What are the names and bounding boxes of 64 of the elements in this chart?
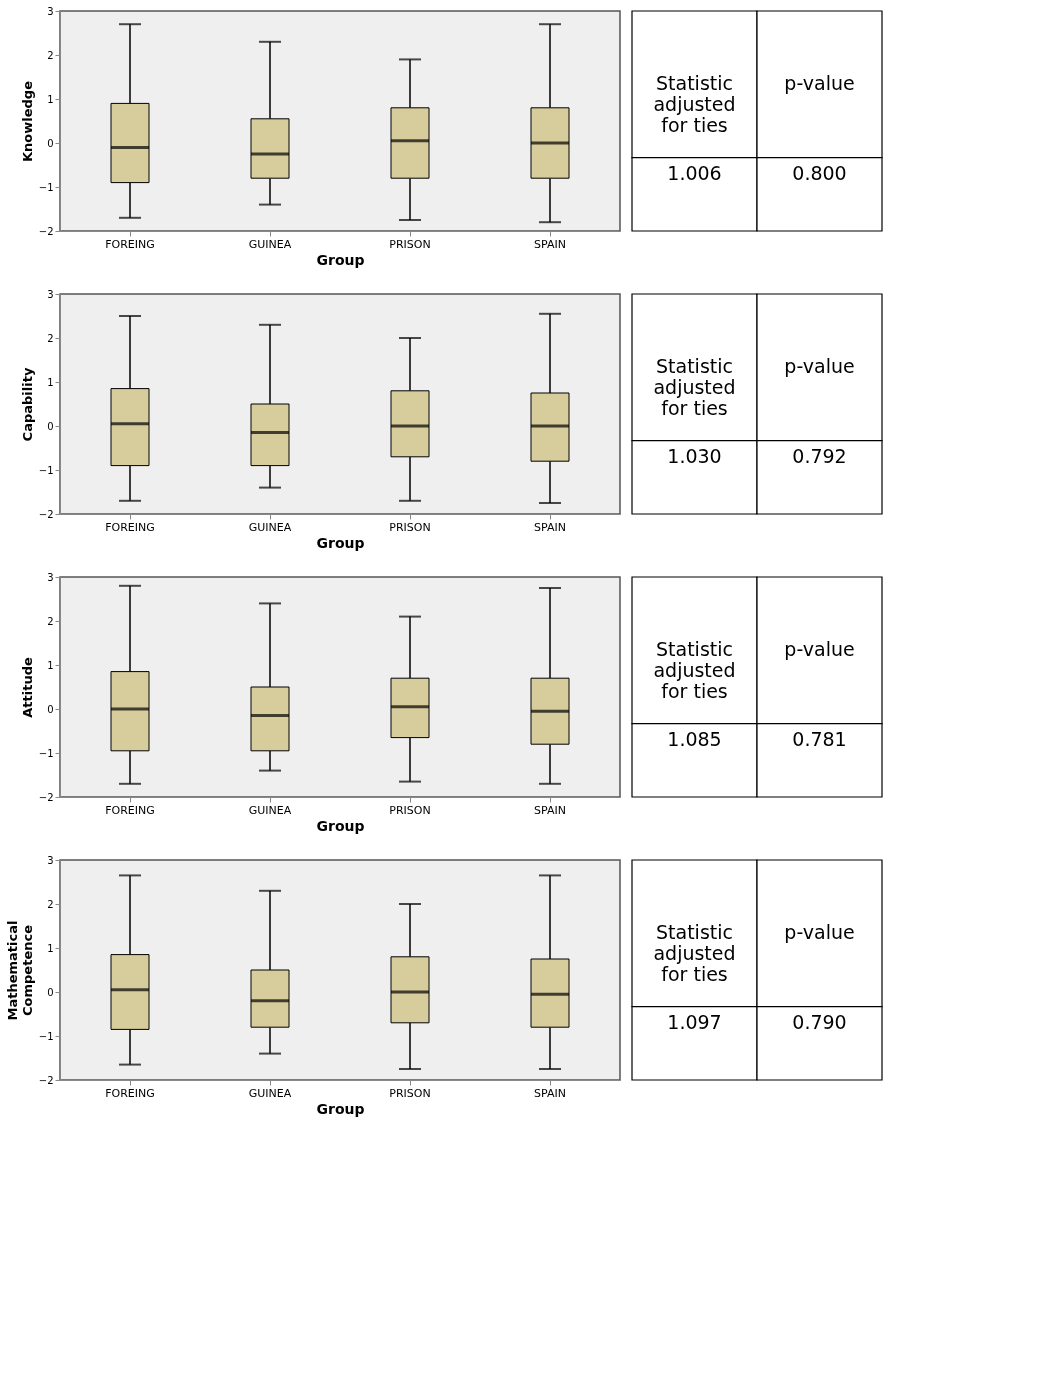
y-tick-label: 0 — [47, 986, 54, 998]
y-tick-label: 2 — [47, 898, 54, 910]
y-axis-title: Mathematical Competence — [4, 920, 35, 1021]
y-tick-label: 1 — [47, 942, 54, 954]
x-tick-label: SPAIN — [534, 1086, 566, 1100]
text: 1.030 — [667, 444, 722, 467]
text: p-value — [784, 355, 855, 378]
x-tick-label: GUINEA — [248, 520, 292, 534]
text: 1.097 — [667, 1010, 722, 1033]
y-tick-label: 0 — [47, 420, 54, 432]
text: 1.006 — [667, 161, 722, 184]
x-tick-label: PRISON — [389, 237, 431, 251]
text: 1.085 — [667, 727, 722, 750]
x-tick-label: GUINEA — [248, 803, 292, 817]
text: 0.792 — [792, 444, 847, 467]
x-axis-title: Group — [316, 1100, 365, 1117]
text: Statistic adjusted for ties — [653, 921, 736, 986]
x-tick-label: GUINEA — [248, 1086, 292, 1100]
y-tick-label: −2 — [38, 508, 54, 520]
x-tick-label: PRISON — [389, 1086, 431, 1100]
x-tick-label: FOREING — [105, 237, 155, 251]
y-tick-label: −2 — [38, 225, 54, 237]
y-tick-label: 3 — [47, 288, 54, 300]
x-tick-label: FOREING — [105, 803, 155, 817]
y-tick-label: −1 — [38, 1030, 54, 1042]
y-tick-label: 1 — [47, 93, 54, 105]
y-tick-label: 3 — [47, 854, 54, 866]
y-axis-title: Attitude — [19, 657, 35, 718]
y-tick-label: 0 — [47, 137, 54, 149]
x-tick-label: PRISON — [389, 803, 431, 817]
y-tick-label: 3 — [47, 5, 54, 17]
x-axis-title: Group — [316, 534, 365, 551]
y-tick-label: 3 — [47, 571, 54, 583]
y-tick-label: −1 — [38, 747, 54, 759]
x-tick-label: GUINEA — [248, 237, 292, 251]
y-tick-label: 2 — [47, 332, 54, 344]
x-tick-label: FOREING — [105, 1086, 155, 1100]
text: p-value — [784, 638, 855, 661]
y-axis-title: Knowledge — [19, 80, 35, 162]
x-axis-title: Group — [316, 251, 365, 268]
text: Statistic adjusted for ties — [653, 355, 736, 420]
x-tick-label: SPAIN — [534, 237, 566, 251]
x-axis-title: Group — [316, 817, 365, 834]
y-tick-label: −1 — [38, 464, 54, 476]
text: p-value — [784, 921, 855, 944]
y-tick-label: 1 — [47, 376, 54, 388]
y-tick-label: −2 — [38, 791, 54, 803]
text: 0.790 — [792, 1010, 847, 1033]
text: Statistic adjusted for ties — [653, 638, 736, 703]
x-tick-label: SPAIN — [534, 520, 566, 534]
text: Statistic adjusted for ties — [653, 72, 736, 137]
y-tick-label: 2 — [47, 49, 54, 61]
y-axis-title: Capability — [19, 367, 35, 442]
y-tick-label: 0 — [47, 703, 54, 715]
text: 0.781 — [792, 727, 847, 750]
text: p-value — [784, 72, 855, 95]
y-tick-label: 1 — [47, 659, 54, 671]
text: 0.800 — [792, 161, 847, 184]
x-tick-label: SPAIN — [534, 803, 566, 817]
x-tick-label: FOREING — [105, 520, 155, 534]
x-tick-label: PRISON — [389, 520, 431, 534]
y-tick-label: 2 — [47, 615, 54, 627]
y-tick-label: −1 — [38, 181, 54, 193]
y-tick-label: −2 — [38, 1074, 54, 1086]
